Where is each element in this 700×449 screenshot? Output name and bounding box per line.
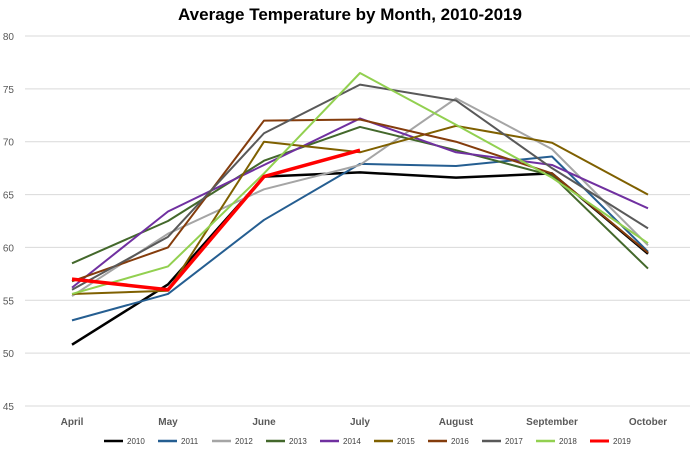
- y-tick-label: 45: [3, 402, 15, 413]
- legend-label: 2019: [613, 437, 631, 446]
- legend-item-2016: 2016: [428, 437, 469, 446]
- chart-title: Average Temperature by Month, 2010-2019: [178, 5, 522, 24]
- legend-label: 2014: [343, 437, 361, 446]
- legend-label: 2011: [181, 437, 199, 446]
- legend-label: 2016: [451, 437, 469, 446]
- x-tick-label: September: [526, 417, 578, 428]
- series-line-2013: [71, 125, 649, 270]
- legend-label: 2017: [505, 437, 523, 446]
- y-tick-label: 70: [3, 138, 15, 149]
- y-tick-label: 60: [3, 243, 15, 254]
- legend-item-2017: 2017: [482, 437, 523, 446]
- legend-label: 2012: [235, 437, 253, 446]
- y-tick-label: 80: [3, 32, 15, 43]
- legend-item-2018: 2018: [536, 437, 577, 446]
- legend-label: 2015: [397, 437, 415, 446]
- legend-item-2014: 2014: [320, 437, 361, 446]
- legend-item-2019: 2019: [590, 437, 631, 446]
- legend-item-2015: 2015: [374, 437, 415, 446]
- series-line-2018: [71, 72, 649, 295]
- legend-item-2011: 2011: [158, 437, 199, 446]
- legend-label: 2010: [127, 437, 145, 446]
- x-tick-label: July: [350, 417, 370, 428]
- x-tick-label: May: [158, 417, 178, 428]
- series-line-2017: [71, 83, 649, 291]
- y-tick-label: 65: [3, 191, 15, 202]
- series-line-2014: [71, 117, 649, 289]
- legend-label: 2018: [559, 437, 577, 446]
- x-tick-label: October: [629, 417, 667, 428]
- legend-label: 2013: [289, 437, 307, 446]
- legend-item-2010: 2010: [104, 437, 145, 446]
- series-line-2019: [71, 148, 361, 292]
- y-tick-label: 55: [3, 296, 15, 307]
- y-tick-label: 75: [3, 85, 15, 96]
- y-tick-label: 50: [3, 349, 15, 360]
- x-tick-label: June: [252, 417, 276, 428]
- legend-item-2013: 2013: [266, 437, 307, 446]
- series-line-2010: [71, 171, 649, 346]
- x-tick-label: August: [439, 417, 474, 428]
- legend-item-2012: 2012: [212, 437, 253, 446]
- series-line-2016: [71, 118, 649, 283]
- series-line-2012: [71, 97, 649, 297]
- x-tick-label: April: [61, 417, 84, 428]
